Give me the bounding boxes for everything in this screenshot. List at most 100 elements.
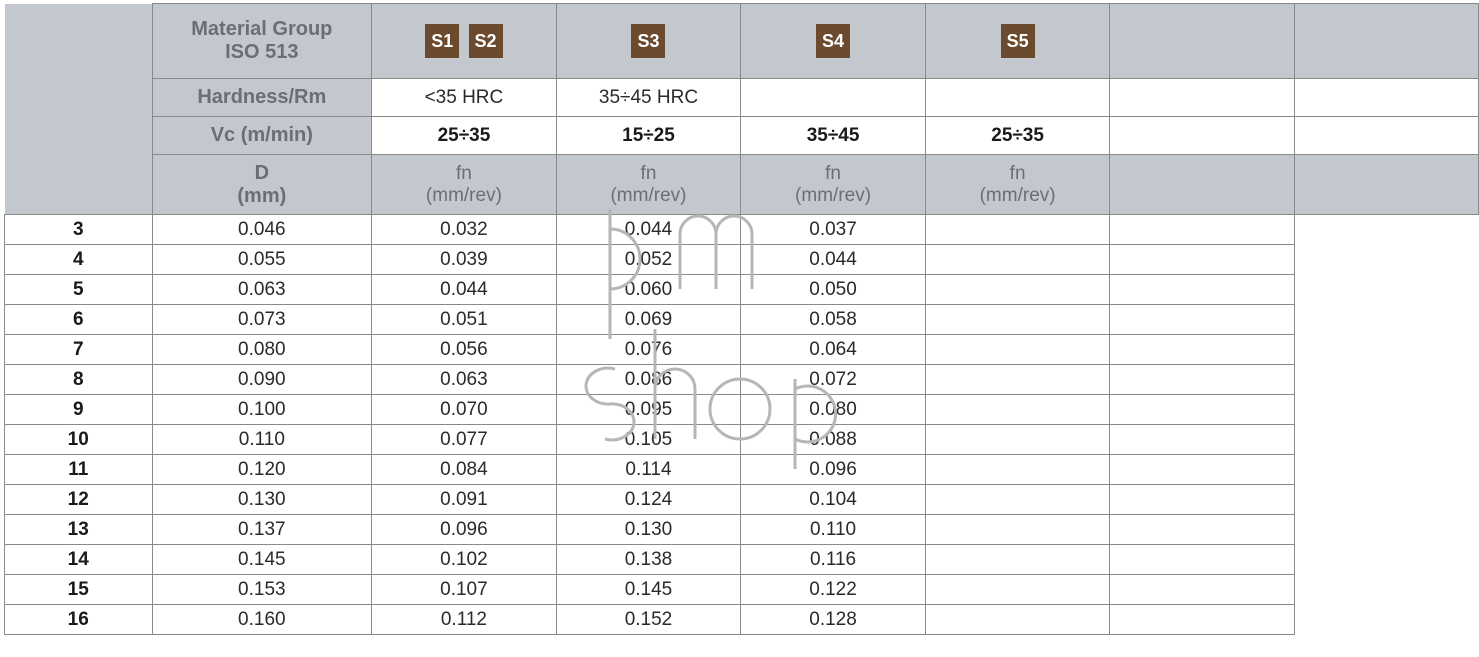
empty-cell <box>925 305 1110 335</box>
fn-cell: 0.152 <box>556 605 741 635</box>
fn-cell: 0.032 <box>372 215 557 245</box>
fn-cell: 0.088 <box>741 425 926 455</box>
fn2-l2: (mm/rev) <box>795 185 871 206</box>
empty-cell <box>1110 455 1294 485</box>
vc-header: Vc (m/min) <box>152 117 372 155</box>
d-unit-header: D (mm) <box>152 155 372 215</box>
diameter-cell: 4 <box>5 245 153 275</box>
fn-cell: 0.056 <box>372 335 557 365</box>
empty-hardness-0 <box>1110 79 1294 117</box>
empty-cell <box>1110 425 1294 455</box>
empty-cell <box>925 365 1110 395</box>
empty-cell <box>925 395 1110 425</box>
empty-cell <box>1110 365 1294 395</box>
group-badges-1: S3 <box>556 4 741 79</box>
diameter-cell: 6 <box>5 305 153 335</box>
diameter-cell: 16 <box>5 605 153 635</box>
fn-cell: 0.070 <box>372 395 557 425</box>
fn-cell: 0.076 <box>556 335 741 365</box>
hardness-3 <box>925 79 1110 117</box>
fn-cell: 0.124 <box>556 485 741 515</box>
empty-cell <box>1110 575 1294 605</box>
fn-cell: 0.110 <box>741 515 926 545</box>
table-row: 100.1100.0770.1050.088 <box>5 425 1479 455</box>
table-row: 60.0730.0510.0690.058 <box>5 305 1479 335</box>
diameter-cell: 11 <box>5 455 153 485</box>
empty-cell <box>925 605 1110 635</box>
fn-cell: 0.120 <box>152 455 372 485</box>
empty-cell <box>925 575 1110 605</box>
empty-hardness-1 <box>1294 79 1478 117</box>
empty-unit-1 <box>1294 155 1478 215</box>
fn-cell: 0.112 <box>372 605 557 635</box>
fn-cell: 0.153 <box>152 575 372 605</box>
empty-header-0 <box>1110 4 1294 79</box>
group-badges-0: S1 S2 <box>372 4 557 79</box>
fn3-l1: fn <box>1010 163 1026 184</box>
empty-cell <box>1110 305 1294 335</box>
d-l2: (mm) <box>237 185 286 207</box>
table-row: 70.0800.0560.0760.064 <box>5 335 1479 365</box>
diameter-cell: 8 <box>5 365 153 395</box>
fn-cell: 0.116 <box>741 545 926 575</box>
diameter-cell: 10 <box>5 425 153 455</box>
fn-cell: 0.080 <box>741 395 926 425</box>
table-row: 110.1200.0840.1140.096 <box>5 455 1479 485</box>
table-row: 80.0900.0630.0860.072 <box>5 365 1479 395</box>
fn-cell: 0.063 <box>372 365 557 395</box>
empty-cell <box>1110 485 1294 515</box>
badge-s4: S4 <box>816 24 850 58</box>
badge-s3: S3 <box>631 24 665 58</box>
fn-cell: 0.114 <box>556 455 741 485</box>
fn-cell: 0.046 <box>152 215 372 245</box>
fn-cell: 0.063 <box>152 275 372 305</box>
fn-cell: 0.069 <box>556 305 741 335</box>
fn-cell: 0.084 <box>372 455 557 485</box>
fn-cell: 0.058 <box>741 305 926 335</box>
hardness-0: <35 HRC <box>372 79 557 117</box>
empty-cell <box>1110 275 1294 305</box>
fn-unit-1: fn (mm/rev) <box>556 155 741 215</box>
fn-cell: 0.145 <box>152 545 372 575</box>
fn-cell: 0.107 <box>372 575 557 605</box>
fn-cell: 0.050 <box>741 275 926 305</box>
fn-cell: 0.110 <box>152 425 372 455</box>
fn0-l1: fn <box>456 163 472 184</box>
fn-cell: 0.138 <box>556 545 741 575</box>
fn-cell: 0.091 <box>372 485 557 515</box>
fn-cell: 0.090 <box>152 365 372 395</box>
fn-cell: 0.080 <box>152 335 372 365</box>
table-row: 40.0550.0390.0520.044 <box>5 245 1479 275</box>
fn-cell: 0.077 <box>372 425 557 455</box>
empty-cell <box>925 335 1110 365</box>
empty-cell <box>925 455 1110 485</box>
table-row: 140.1450.1020.1380.116 <box>5 545 1479 575</box>
fn-cell: 0.072 <box>741 365 926 395</box>
diameter-cell: 14 <box>5 545 153 575</box>
fn-cell: 0.037 <box>741 215 926 245</box>
badge-s1: S1 <box>425 24 459 58</box>
empty-unit-0 <box>1110 155 1294 215</box>
d-l1: D <box>255 162 269 184</box>
fn-cell: 0.096 <box>372 515 557 545</box>
table-row: 130.1370.0960.1300.110 <box>5 515 1479 545</box>
fn-cell: 0.102 <box>372 545 557 575</box>
hardness-1: 35÷45 HRC <box>556 79 741 117</box>
material-group-header: Material Group ISO 513 <box>152 4 372 79</box>
empty-vc-1 <box>1294 117 1478 155</box>
fn-unit-2: fn (mm/rev) <box>741 155 926 215</box>
vc-1: 15÷25 <box>556 117 741 155</box>
table-row: 150.1530.1070.1450.122 <box>5 575 1479 605</box>
empty-header-1 <box>1294 4 1478 79</box>
fn-cell: 0.086 <box>556 365 741 395</box>
vc-0: 25÷35 <box>372 117 557 155</box>
fn-cell: 0.073 <box>152 305 372 335</box>
table-row: 120.1300.0910.1240.104 <box>5 485 1479 515</box>
fn1-l2: (mm/rev) <box>610 185 686 206</box>
table-row: 90.1000.0700.0950.080 <box>5 395 1479 425</box>
fn-cell: 0.039 <box>372 245 557 275</box>
fn1-l1: fn <box>641 163 657 184</box>
fn-cell: 0.104 <box>741 485 926 515</box>
hardness-2 <box>741 79 926 117</box>
fn-cell: 0.044 <box>372 275 557 305</box>
